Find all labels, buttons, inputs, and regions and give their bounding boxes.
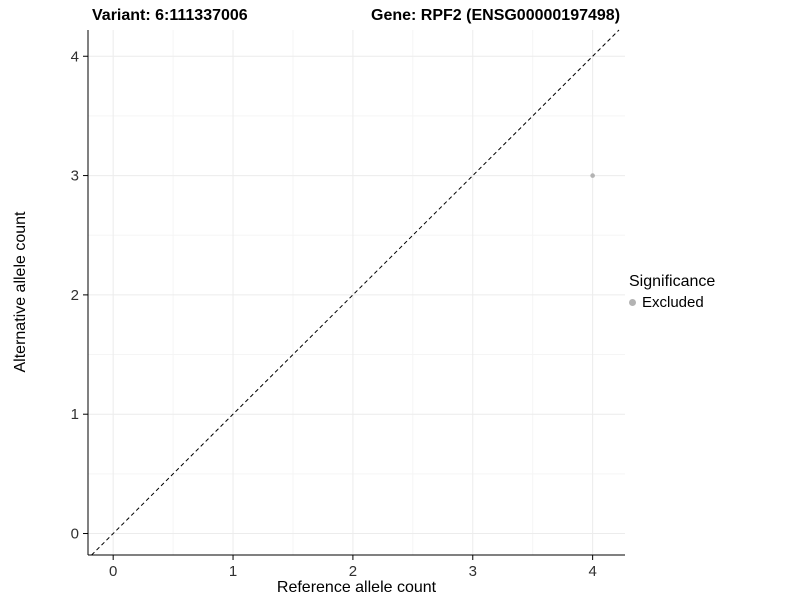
legend-item-excluded: Excluded — [629, 294, 715, 311]
x-tick-label: 3 — [469, 563, 477, 580]
y-axis-title: Alternative allele count — [12, 211, 29, 373]
legend-item-label: Excluded — [642, 294, 704, 311]
x-tick-label: 0 — [109, 563, 117, 580]
y-tick-label: 3 — [71, 168, 79, 185]
y-tick-label: 2 — [71, 287, 79, 304]
x-tick-label: 4 — [588, 563, 596, 580]
y-tick-label: 1 — [71, 406, 79, 423]
gene-title: Gene: RPF2 (ENSG00000197498) — [371, 7, 621, 24]
x-tick-label: 1 — [229, 563, 237, 580]
variant-title: Variant: 6:111337006 — [92, 7, 248, 24]
excluded-point-icon — [629, 299, 636, 306]
legend-title: Significance — [629, 273, 716, 290]
x-tick-label: 2 — [349, 563, 357, 580]
identity-line — [91, 29, 620, 556]
data-point — [590, 173, 595, 178]
y-tick-label: 0 — [71, 526, 79, 543]
y-tick-label: 4 — [71, 48, 79, 65]
x-axis-title: Reference allele count — [276, 579, 437, 596]
legend: Significance Excluded — [629, 273, 715, 311]
